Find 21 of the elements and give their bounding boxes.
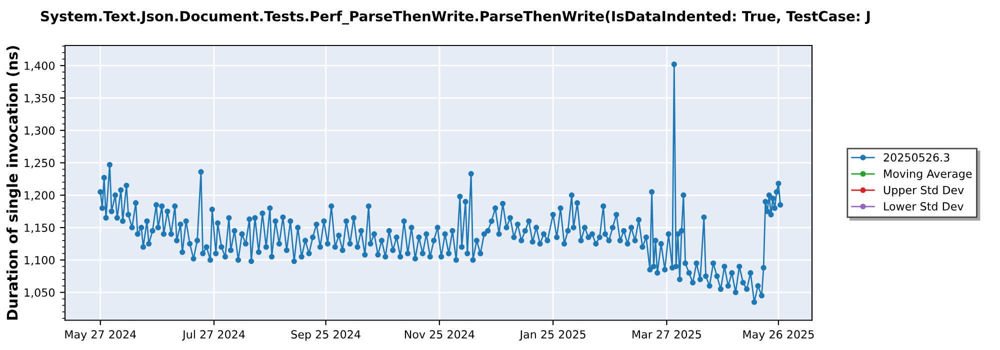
- x-tick-label: May 27 2024: [65, 330, 136, 341]
- legend-label: Lower Std Dev: [884, 202, 964, 211]
- chart-title: System.Text.Json.Document.Tests.Perf_ParseThenWrite.ParseThenWrite(IsDataIndented: True, TestCase: J: [40, 10, 870, 24]
- x-tick-label: Nov 25 2024: [404, 330, 474, 339]
- y-tick-label: 1,250: [24, 158, 55, 168]
- y-tick-label: 1,200: [24, 191, 55, 201]
- legend-label: Upper Std Dev: [884, 186, 964, 196]
- y-tick-label: 1,050: [24, 288, 55, 298]
- y-tick-label: 1,300: [24, 126, 55, 136]
- y-tick-label: 1,150: [24, 224, 55, 234]
- x-tick-label: May 26 2025: [743, 330, 814, 341]
- y-axis-title: Duration of single invocation (ns): [6, 46, 21, 320]
- legend-label: Moving Average: [884, 169, 972, 180]
- x-tick-label: Jan 25 2025: [519, 330, 586, 341]
- x-tick-label: Jul 27 2024: [182, 330, 245, 341]
- y-tick-label: 1,400: [24, 62, 55, 72]
- y-tick-label: 1,350: [24, 94, 55, 104]
- x-tick-label: Mar 27 2025: [632, 330, 701, 339]
- y-tick-label: 1,100: [24, 256, 55, 266]
- x-tick-label: Sep 25 2024: [291, 330, 360, 341]
- legend-label: 20250526.3: [884, 153, 950, 162]
